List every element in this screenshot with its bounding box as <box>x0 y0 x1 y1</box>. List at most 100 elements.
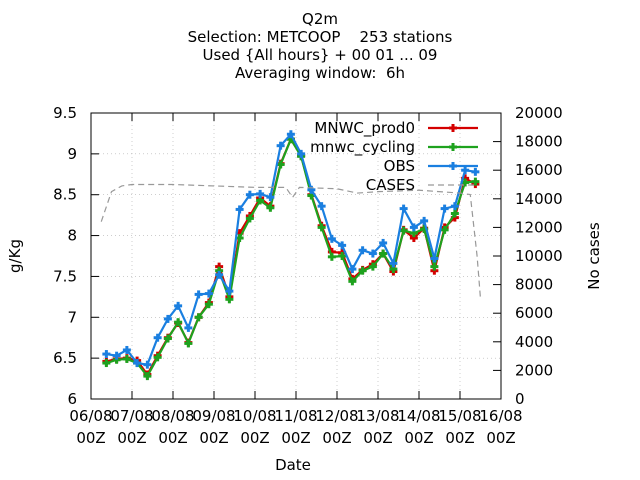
x-tick-label-date: 14/08 <box>397 407 440 425</box>
legend-entry-label: mnwc_cycling <box>310 138 415 157</box>
data-point <box>266 203 275 212</box>
data-point <box>153 353 162 362</box>
data-point <box>307 185 316 194</box>
x-tick-label-hour: 00Z <box>322 429 351 447</box>
data-point <box>184 339 193 348</box>
data-point <box>471 167 480 176</box>
series-layer <box>100 130 482 381</box>
series-line <box>106 136 476 377</box>
legend-entry-label: OBS <box>384 157 415 175</box>
series-line <box>100 183 482 299</box>
data-point <box>153 333 162 342</box>
data-point <box>256 189 265 198</box>
y2-tick-label: 4000 <box>515 333 553 351</box>
data-point <box>112 351 121 360</box>
x-tick-label-hour: 00Z <box>199 429 228 447</box>
x-tick-label-hour: 00Z <box>158 429 187 447</box>
data-point <box>368 249 377 258</box>
data-point <box>348 277 357 286</box>
x-tick-label-hour: 00Z <box>76 429 105 447</box>
data-point <box>317 202 326 211</box>
x-tick-label-hour: 00Z <box>281 429 310 447</box>
y2-tick-label: 8000 <box>515 276 553 294</box>
data-point <box>102 350 111 359</box>
chart-title-line-3: Used {All hours} + 00 01 ... 09 <box>202 46 438 64</box>
data-point <box>379 249 388 258</box>
data-point <box>450 202 459 211</box>
data-point <box>471 177 480 186</box>
data-point <box>225 287 234 296</box>
data-point <box>286 130 295 139</box>
data-point <box>204 300 213 309</box>
data-point <box>163 334 172 343</box>
x-tick-label-date: 11/08 <box>274 407 317 425</box>
grid-lines <box>91 113 501 399</box>
x-tick-label-date: 08/08 <box>151 407 194 425</box>
data-point <box>327 252 336 261</box>
data-point <box>122 345 131 354</box>
data-point <box>449 162 457 170</box>
series-mnwc-cycling <box>102 135 480 381</box>
data-point <box>215 270 224 279</box>
data-point <box>143 360 152 369</box>
data-point <box>358 266 367 275</box>
data-point <box>143 372 152 381</box>
data-point <box>184 323 193 332</box>
data-point <box>449 124 457 132</box>
data-point <box>297 149 306 158</box>
axes-layer: 6 6.5 7 7.5 8 8.5 9 9.5 0 2000 4000 6000 8000 10000 12… <box>53 104 563 447</box>
x-tick-label-date: 06/08 <box>69 407 112 425</box>
data-point <box>204 289 213 298</box>
y2-tick-label: 2000 <box>515 361 553 379</box>
x-tick-label-date: 09/08 <box>192 407 235 425</box>
data-point <box>245 214 254 223</box>
x-tick-label-hour: 00Z <box>486 429 515 447</box>
y-tick-label: 8.5 <box>53 186 77 204</box>
x-tick-label-date: 10/08 <box>233 407 276 425</box>
data-point <box>163 314 172 323</box>
y2-tick-label: 18000 <box>515 133 563 151</box>
data-point <box>235 205 244 214</box>
x-tick-label-hour: 00Z <box>363 429 392 447</box>
legend-entry-label: CASES <box>366 176 415 194</box>
y2-tick-label: 16000 <box>515 161 563 179</box>
data-point <box>338 252 347 260</box>
data-point <box>102 359 111 368</box>
chart-title-block: Q2m Selection: METCOOP 253 stations Used… <box>0 10 640 82</box>
data-point <box>317 223 326 232</box>
data-point <box>379 238 388 247</box>
series-line <box>106 136 476 379</box>
data-point <box>327 234 336 243</box>
data-point <box>358 246 367 255</box>
y-tick-label: 7 <box>67 308 77 326</box>
series-obs <box>102 130 480 369</box>
data-point <box>440 225 449 234</box>
y2-axis-label: No cases <box>585 222 603 290</box>
x-tick-label-hour: 00Z <box>240 429 269 447</box>
x-tick-label-hour: 00Z <box>445 429 474 447</box>
data-point <box>430 254 439 263</box>
y-tick-label: 6.5 <box>53 349 77 367</box>
data-point <box>266 193 275 202</box>
y2-tick-label: 6000 <box>515 304 553 322</box>
y2-tick-label: 20000 <box>515 104 563 122</box>
data-point <box>194 290 203 299</box>
y-axis-label: g/Kg <box>6 239 24 273</box>
data-point <box>461 166 470 175</box>
data-point <box>194 313 203 322</box>
x-tick-label-hour: 00Z <box>404 429 433 447</box>
chart-title-line-2: Selection: METCOOP 253 stations <box>187 28 453 46</box>
data-point <box>399 226 408 235</box>
x-tick-label-date: 15/08 <box>438 407 481 425</box>
data-point <box>420 216 429 225</box>
y-tick-label: 8 <box>67 227 77 245</box>
series-mnwc-prod0 <box>102 135 480 379</box>
x-tick-label-date: 07/08 <box>110 407 153 425</box>
data-point <box>399 204 408 213</box>
x-tick-label-date: 13/08 <box>356 407 399 425</box>
data-point <box>450 209 459 218</box>
series-line <box>106 132 476 366</box>
data-point <box>174 301 183 310</box>
